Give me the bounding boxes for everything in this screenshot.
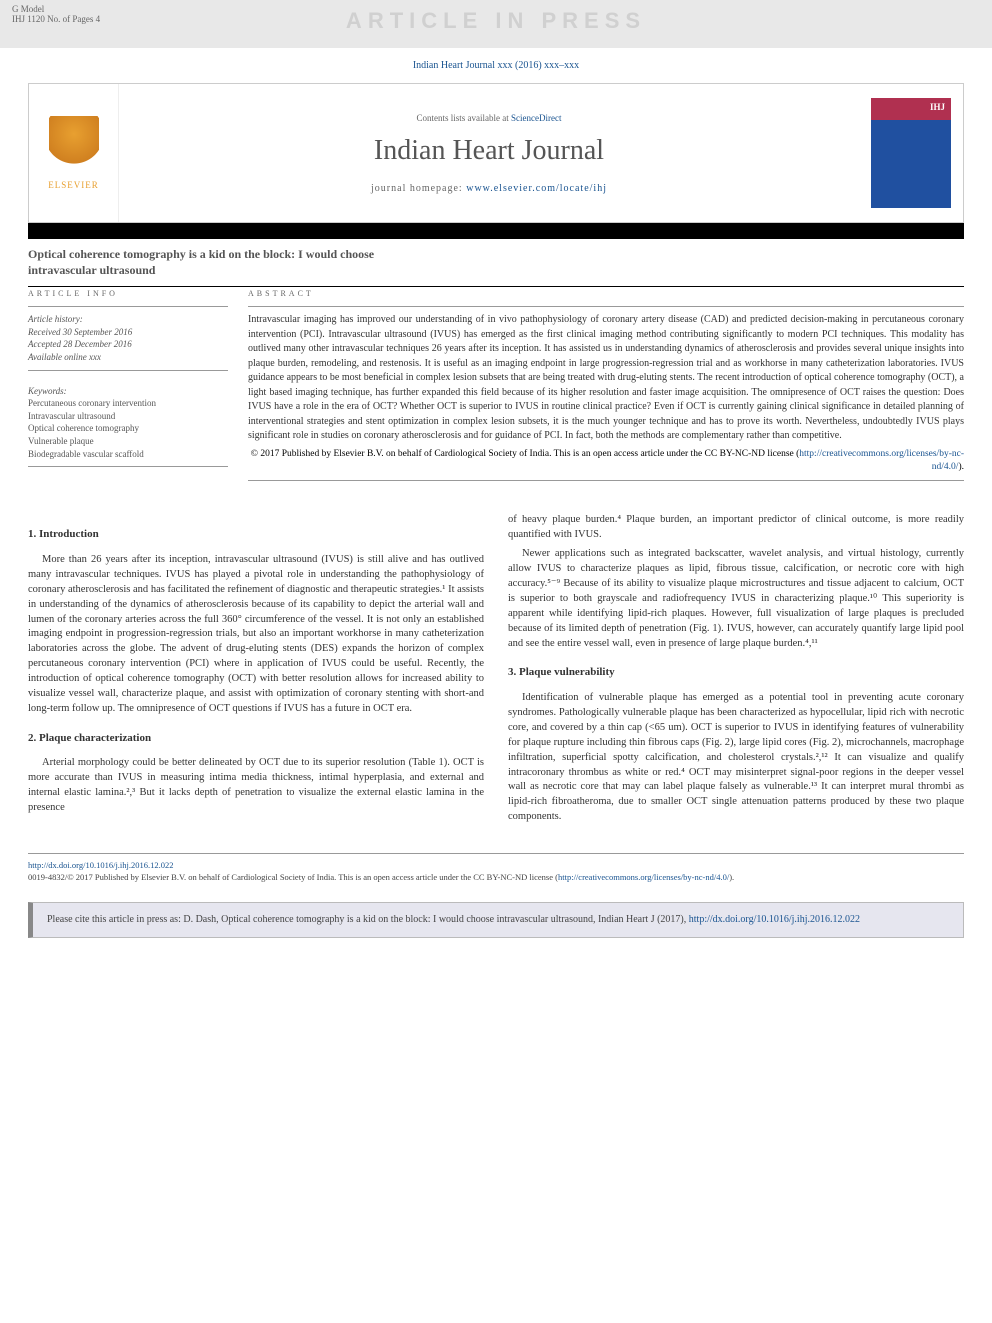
homepage-line: journal homepage: www.elsevier.com/locat… <box>131 183 847 194</box>
keyword-item: Percutaneous coronary intervention <box>28 397 228 410</box>
citation-box: Please cite this article in press as: D.… <box>28 902 964 938</box>
footer-references: http://dx.doi.org/10.1016/j.ihj.2016.12.… <box>28 853 964 884</box>
section-3-paragraph: Identification of vulnerable plaque has … <box>508 691 964 825</box>
copyright-text: © 2017 Published by Elsevier B.V. on beh… <box>251 449 800 459</box>
license-link[interactable]: http://creativecommons.org/licenses/by-n… <box>799 449 964 472</box>
doi-link[interactable]: http://dx.doi.org/10.1016/j.ihj.2016.12.… <box>28 860 174 870</box>
sciencedirect-link[interactable]: ScienceDirect <box>511 113 561 123</box>
history-received: Received 30 September 2016 <box>28 326 228 339</box>
elsevier-logo[interactable]: ELSEVIER <box>29 84 119 222</box>
article-in-press-watermark: ARTICLE IN PRESS <box>346 8 646 34</box>
keywords-block: Keywords: Percutaneous coronary interven… <box>28 385 228 468</box>
issn-close: ). <box>729 872 734 882</box>
history-accepted: Accepted 28 December 2016 <box>28 338 228 351</box>
copyright-close: ). <box>958 462 964 472</box>
contents-line: Contents lists available at ScienceDirec… <box>131 113 847 123</box>
article-info-label: ARTICLE INFO <box>28 289 228 298</box>
citation-doi-link[interactable]: http://dx.doi.org/10.1016/j.ihj.2016.12.… <box>689 914 860 925</box>
contents-prefix: Contents lists available at <box>417 113 511 123</box>
journal-reference-line: Indian Heart Journal xxx (2016) xxx–xxx <box>0 48 992 83</box>
keyword-item: Biodegradable vascular scaffold <box>28 448 228 461</box>
column-left: 1. Introduction More than 26 years after… <box>28 513 484 829</box>
cover-label: IHJ <box>930 102 945 112</box>
col2-paragraph-2: Newer applications such as integrated ba… <box>508 547 964 651</box>
keywords-label: Keywords: <box>28 385 228 398</box>
history-label: Article history: <box>28 313 228 326</box>
homepage-link[interactable]: www.elsevier.com/locate/ihj <box>466 183 607 194</box>
issn-text: 0019-4832/© 2017 Published by Elsevier B… <box>28 872 558 882</box>
body-columns: 1. Introduction More than 26 years after… <box>28 513 964 829</box>
press-header: G Model IHJ 1120 No. of Pages 4 ARTICLE … <box>0 0 992 48</box>
article-info-column: ARTICLE INFO Article history: Received 3… <box>28 289 248 481</box>
history-online: Available online xxx <box>28 351 228 364</box>
g-model-text: G Model <box>12 4 44 14</box>
abstract-column: ABSTRACT Intravascular imaging has impro… <box>248 289 964 481</box>
journal-masthead: ELSEVIER Contents lists available at Sci… <box>28 83 964 223</box>
section-1-paragraph: More than 26 years after its inception, … <box>28 553 484 717</box>
abstract-label: ABSTRACT <box>248 289 964 298</box>
elsevier-label: ELSEVIER <box>48 180 99 190</box>
issn-line: 0019-4832/© 2017 Published by Elsevier B… <box>28 872 964 884</box>
abstract-text: Intravascular imaging has improved our u… <box>248 306 964 444</box>
footer-license-link[interactable]: http://creativecommons.org/licenses/by-n… <box>558 872 729 882</box>
article-history: Article history: Received 30 September 2… <box>28 306 228 370</box>
keyword-item: Optical coherence tomography <box>28 422 228 435</box>
section-1-heading: 1. Introduction <box>28 527 484 543</box>
black-divider-bar <box>28 223 964 239</box>
section-3-heading: 3. Plaque vulnerability <box>508 665 964 681</box>
citation-text: Please cite this article in press as: D.… <box>47 914 689 925</box>
col2-continuation: of heavy plaque burden.⁴ Plaque burden, … <box>508 513 964 543</box>
column-right: of heavy plaque burden.⁴ Plaque burden, … <box>508 513 964 829</box>
masthead-center: Contents lists available at ScienceDirec… <box>119 101 859 206</box>
journal-ref-link[interactable]: Indian Heart Journal xxx (2016) xxx–xxx <box>413 60 579 71</box>
g-model-label: G Model IHJ 1120 No. of Pages 4 <box>12 4 100 24</box>
abstract-rule <box>248 480 964 481</box>
section-2-paragraph: Arterial morphology could be better deli… <box>28 756 484 816</box>
keyword-item: Intravascular ultrasound <box>28 410 228 423</box>
article-title: Optical coherence tomography is a kid on… <box>28 247 408 278</box>
keyword-item: Vulnerable plaque <box>28 435 228 448</box>
journal-cover-thumbnail[interactable]: IHJ <box>871 98 951 208</box>
section-2-heading: 2. Plaque characterization <box>28 731 484 747</box>
article-meta-row: ARTICLE INFO Article history: Received 3… <box>28 286 964 481</box>
homepage-prefix: journal homepage: <box>371 183 466 194</box>
copyright-line: © 2017 Published by Elsevier B.V. on beh… <box>248 448 964 475</box>
model-ref-text: IHJ 1120 No. of Pages 4 <box>12 14 100 24</box>
elsevier-tree-icon <box>49 116 99 176</box>
journal-name: Indian Heart Journal <box>131 135 847 167</box>
